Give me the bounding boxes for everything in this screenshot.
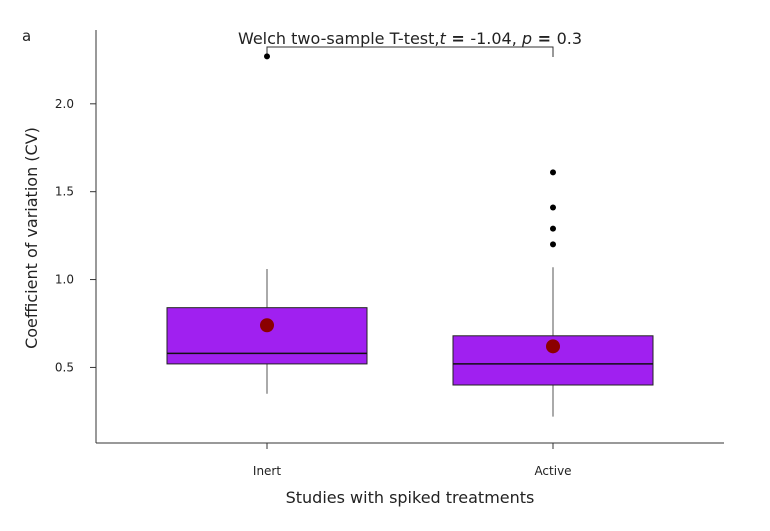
x-tick-label: Inert — [253, 464, 281, 478]
x-tick-label: Active — [534, 464, 571, 478]
outlier-point — [550, 241, 556, 248]
x-ticks: Inert Active — [253, 443, 572, 478]
y-tick-label: 1.5 — [55, 185, 74, 199]
y-tick-label: 0.5 — [55, 360, 74, 374]
x-axis-label: Studies with spiked treatments — [286, 488, 535, 507]
box-active — [452, 169, 654, 417]
y-ticks: 0.5 1.0 1.5 2.0 — [55, 97, 96, 374]
y-tick-label: 1.0 — [55, 273, 74, 287]
outlier-point — [550, 204, 556, 211]
box-inert — [166, 53, 368, 394]
panel-label: a — [22, 27, 31, 45]
boxes — [166, 53, 654, 417]
chart-title: Welch two-sample T-test,t = -1.04, p = 0… — [238, 29, 582, 48]
outlier-point — [550, 225, 556, 232]
box-iqr — [166, 307, 368, 365]
axes — [95, 30, 724, 444]
y-tick-label: 2.0 — [55, 97, 74, 111]
mean-point — [260, 318, 274, 333]
y-axis-label: Coefficient of variation (CV) — [22, 127, 41, 349]
outlier-point — [264, 53, 270, 60]
outlier-point — [550, 169, 556, 176]
significance-bracket — [266, 46, 554, 57]
mean-point — [546, 339, 560, 354]
